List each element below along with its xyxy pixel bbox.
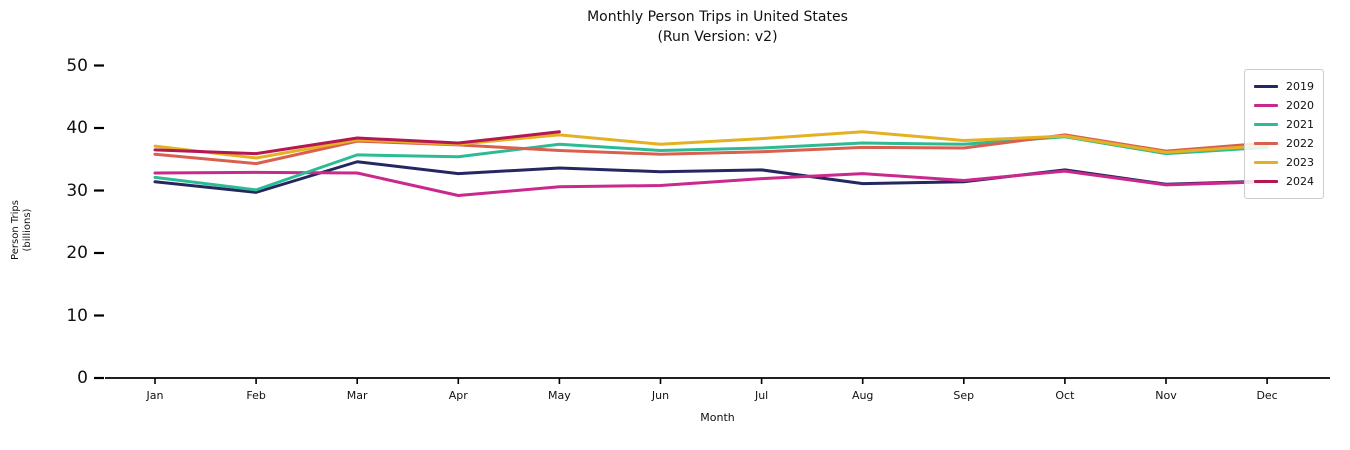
x-axis-label: Month <box>700 411 735 424</box>
chart-subtitle: (Run Version: v2) <box>657 29 778 45</box>
x-tick-label-aug: Aug <box>851 389 874 402</box>
x-tick-label-nov: Nov <box>1155 389 1177 402</box>
legend-label-2022: 2022 <box>1286 137 1314 150</box>
y-axis-label-line1: Person Trips <box>10 200 21 260</box>
legend-swatch-2023 <box>1254 161 1278 164</box>
chart-title: Monthly Person Trips in United States <box>587 9 848 25</box>
x-tick-label-apr: Apr <box>448 389 468 402</box>
legend-entry-2023: 2023 <box>1254 153 1314 172</box>
y-tick-label: 30 <box>66 180 88 201</box>
legend-entry-2019: 2019 <box>1254 77 1314 96</box>
x-tick-label-jan: Jan <box>146 389 164 402</box>
legend-swatch-2020 <box>1254 104 1278 107</box>
legend-label-2021: 2021 <box>1286 118 1314 131</box>
legend-label-2019: 2019 <box>1286 80 1314 93</box>
x-tick-label-may: May <box>548 389 571 402</box>
y-tick-label: 20 <box>66 243 88 263</box>
series-line-2020 <box>153 169 1269 197</box>
legend-entry-2021: 2021 <box>1254 115 1314 134</box>
x-tick-label-sep: Sep <box>953 389 975 402</box>
legend-entry-2020: 2020 <box>1254 96 1314 115</box>
x-tick-label-mar: Mar <box>346 389 368 402</box>
legend-swatch-2019 <box>1254 85 1278 88</box>
x-tick-label-dec: Dec <box>1256 389 1278 402</box>
legend-swatch-2021 <box>1254 123 1278 126</box>
y-tick-label: 0 <box>77 368 88 388</box>
legend: 2019 2020 2021 2022 2023 2024 <box>1244 69 1324 199</box>
y-tick-label: 10 <box>66 305 88 326</box>
y-tick-label: 50 <box>66 55 88 76</box>
legend-entry-2024: 2024 <box>1254 172 1314 191</box>
legend-entry-2022: 2022 <box>1254 134 1314 153</box>
legend-label-2024: 2024 <box>1286 175 1314 188</box>
legend-label-2020: 2020 <box>1286 99 1314 112</box>
x-tick-label-jun: Jun <box>651 389 670 402</box>
x-tick-label-jul: Jul <box>754 389 769 402</box>
series-line-2023 <box>153 130 1269 160</box>
legend-label-2023: 2023 <box>1286 156 1314 169</box>
legend-swatch-2024 <box>1254 180 1278 183</box>
x-tick-label-oct: Oct <box>1055 389 1075 402</box>
x-tick-label-feb: Feb <box>246 389 266 402</box>
legend-swatch-2022 <box>1254 142 1278 145</box>
series-line-2024 <box>153 130 561 156</box>
y-tick-label: 40 <box>66 118 88 138</box>
